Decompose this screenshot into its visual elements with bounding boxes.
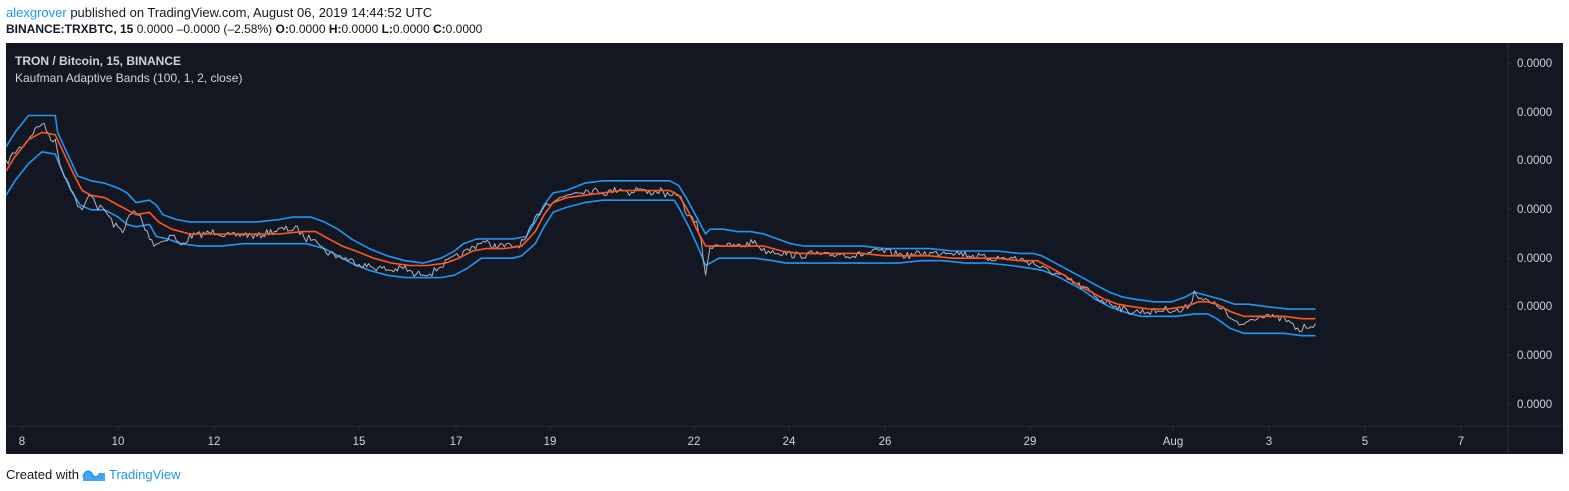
chart-canvas[interactable]: 0.0000 0.0000 0.0000 0.0000 0.0000 0.0000 0.00… xyxy=(6,43,1563,454)
publish-line: alexgrover published on TradingView.com,… xyxy=(6,5,432,20)
price-tick-label: 0.0000 xyxy=(1517,107,1552,119)
symbol-line: BINANCE:TRXBTC, 15 0.0000 –0.0000 (–2.58… xyxy=(6,22,482,36)
tradingview-brand-link[interactable]: TradingView xyxy=(108,466,181,482)
ohlc-open-label: O: xyxy=(275,22,289,36)
ohlc-high-value: 0.0000 xyxy=(341,22,379,36)
price-axis[interactable]: 0.0000 0.0000 0.0000 0.0000 0.0000 0.0000 0.00… xyxy=(1508,58,1552,411)
series-upper-band xyxy=(6,114,1316,310)
price-tick-label: 0.0000 xyxy=(1517,301,1552,313)
series-layer xyxy=(6,114,1316,337)
legend-indicator[interactable]: Kaufman Adaptive Bands (100, 1, 2, close… xyxy=(15,71,243,85)
series-lower-band xyxy=(6,151,1316,337)
ohlc-low-label: L: xyxy=(381,22,393,36)
time-tick-label: Aug xyxy=(1163,436,1183,448)
price-tick-label: 0.0000 xyxy=(1517,58,1552,70)
ohlc-close-value: 0.0000 xyxy=(445,22,483,36)
published-text: published on TradingView.com, August 06,… xyxy=(70,5,433,20)
time-axis[interactable]: 8 10 12 15 17 19 22 24 26 29 Aug 3 5 7 xyxy=(19,426,1464,448)
created-with-text: Created with xyxy=(6,466,79,482)
price-tick-label: 0.0000 xyxy=(1517,350,1552,362)
price-tick-label: 0.0000 xyxy=(1517,155,1552,167)
time-tick-label: 17 xyxy=(450,436,463,448)
tradingview-logo-icon xyxy=(82,470,105,481)
series-middle-band xyxy=(6,131,1316,320)
time-tick-label: 7 xyxy=(1458,436,1464,448)
time-tick-label: 29 xyxy=(1024,436,1037,448)
price-tick-label: 0.0000 xyxy=(1517,204,1552,216)
chart-legend: TRON / Bitcoin, 15, BINANCE Kaufman Adap… xyxy=(15,53,242,87)
ohlc-close-label: C: xyxy=(432,22,446,36)
series-price xyxy=(6,122,1316,333)
time-tick-label: 10 xyxy=(112,436,125,448)
price-tick-label: 0.0000 xyxy=(1517,399,1552,411)
legend-symbol-title: TRON / Bitcoin, 15, BINANCE xyxy=(15,54,182,68)
time-tick-label: 24 xyxy=(783,436,796,448)
time-tick-label: 3 xyxy=(1266,436,1272,448)
time-tick-label: 5 xyxy=(1362,436,1368,448)
chart-panel[interactable]: 0.0000 0.0000 0.0000 0.0000 0.0000 0.0000 0.00… xyxy=(6,43,1563,454)
time-tick-label: 8 xyxy=(19,436,25,448)
ohlc-open-value: 0.0000 xyxy=(288,22,326,36)
price-tick-label: 0.0000 xyxy=(1517,253,1552,265)
time-tick-label: 22 xyxy=(688,436,701,448)
time-tick-label: 12 xyxy=(208,436,221,448)
time-tick-label: 19 xyxy=(544,436,557,448)
ohlc-low-value: 0.0000 xyxy=(392,22,430,36)
time-tick-label: 15 xyxy=(353,436,366,448)
symbol-name: BINANCE:TRXBTC, 15 xyxy=(6,22,134,36)
footer: Created with TradingView xyxy=(6,466,181,482)
change-text: 0.0000 –0.0000 (–2.58%) xyxy=(136,22,273,36)
ohlc-high-label: H: xyxy=(328,22,342,36)
time-tick-label: 26 xyxy=(879,436,892,448)
author-link[interactable]: alexgrover xyxy=(6,5,67,20)
